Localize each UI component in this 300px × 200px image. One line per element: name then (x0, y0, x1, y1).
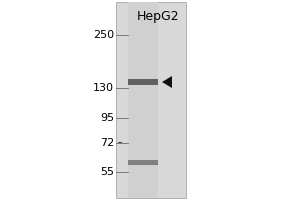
Text: 130: 130 (93, 83, 114, 93)
Bar (128, 79, 158, 85)
Text: HepG2: HepG2 (137, 10, 179, 23)
Text: 72: 72 (100, 138, 114, 148)
Bar (116, 2, 186, 198)
Text: 95: 95 (100, 113, 114, 123)
Polygon shape (162, 76, 172, 88)
Text: 55: 55 (100, 167, 114, 177)
Bar (128, 160, 158, 165)
Text: 250: 250 (93, 30, 114, 40)
Bar (128, 2, 158, 198)
Text: –: – (118, 138, 122, 148)
